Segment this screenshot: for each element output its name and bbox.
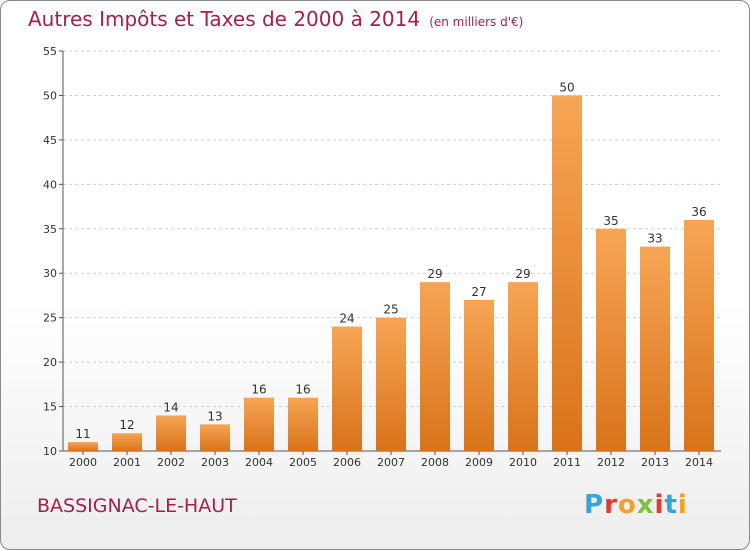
bar — [112, 433, 142, 451]
bar — [552, 95, 582, 451]
bar-value-label: 33 — [647, 232, 662, 246]
bar-value-label: 29 — [515, 267, 530, 281]
logo-letter: t — [664, 490, 678, 520]
bar-value-label: 14 — [163, 400, 178, 414]
bar-value-label: 29 — [427, 267, 442, 281]
bar — [332, 326, 362, 451]
chart-title: Autres Impôts et Taxes de 2000 à 2014 — [28, 7, 421, 31]
logo-letter: r — [604, 490, 618, 520]
x-tick-label: 2001 — [113, 456, 141, 469]
bar — [200, 424, 230, 451]
x-tick-label: 2006 — [333, 456, 361, 469]
y-tick-label: 25 — [43, 312, 57, 325]
bar — [156, 415, 186, 451]
bar-value-label: 35 — [603, 214, 618, 228]
y-tick-label: 40 — [43, 178, 57, 191]
x-tick-label: 2013 — [641, 456, 669, 469]
chart-subtitle: (en milliers d'€) — [429, 15, 524, 29]
bar — [508, 282, 538, 451]
y-tick-label: 20 — [43, 356, 57, 369]
x-tick-label: 2000 — [69, 456, 97, 469]
logo-letter: x — [636, 490, 655, 520]
logo-letter: i — [654, 490, 665, 520]
commune-name: BASSIGNAC-LE-HAUT — [37, 495, 237, 517]
bar-value-label: 25 — [383, 303, 398, 317]
logo-letter: P — [584, 490, 605, 520]
y-tick-label: 35 — [43, 223, 57, 236]
bar-value-label: 36 — [691, 205, 706, 219]
x-tick-label: 2003 — [201, 456, 229, 469]
bar — [288, 397, 318, 451]
bar-value-label: 13 — [207, 409, 222, 423]
bar-value-label: 50 — [559, 80, 574, 94]
y-tick-label: 45 — [43, 134, 57, 147]
bar-value-label: 11 — [75, 427, 90, 441]
bar — [684, 219, 714, 451]
x-tick-label: 2004 — [245, 456, 273, 469]
bar-value-label: 12 — [119, 418, 134, 432]
x-tick-label: 2014 — [685, 456, 713, 469]
x-tick-label: 2010 — [509, 456, 537, 469]
bar — [244, 397, 274, 451]
y-tick-label: 55 — [43, 45, 57, 58]
bar-value-label: 27 — [471, 285, 486, 299]
logo-letter: i — [677, 490, 688, 520]
x-tick-label: 2002 — [157, 456, 185, 469]
x-tick-label: 2007 — [377, 456, 405, 469]
bar-value-label: 16 — [295, 383, 310, 397]
x-tick-label: 2009 — [465, 456, 493, 469]
bar — [68, 442, 98, 451]
y-tick-label: 30 — [43, 267, 57, 280]
y-tick-label: 10 — [43, 445, 57, 458]
y-tick-label: 50 — [43, 89, 57, 102]
x-tick-label: 2005 — [289, 456, 317, 469]
bar — [420, 282, 450, 451]
x-tick-label: 2008 — [421, 456, 449, 469]
bar — [640, 246, 670, 451]
y-tick-label: 15 — [43, 401, 57, 414]
x-tick-label: 2012 — [597, 456, 625, 469]
logo-letter: o — [617, 490, 637, 520]
title-row: Autres Impôts et Taxes de 2000 à 2014 (e… — [28, 7, 523, 31]
bar — [376, 317, 406, 451]
x-tick-label: 2011 — [553, 456, 581, 469]
bar — [596, 228, 626, 451]
bar-value-label: 16 — [251, 383, 266, 397]
bar — [464, 299, 494, 451]
proxiti-logo: Proxiti — [584, 490, 688, 520]
bar-value-label: 24 — [339, 312, 354, 326]
